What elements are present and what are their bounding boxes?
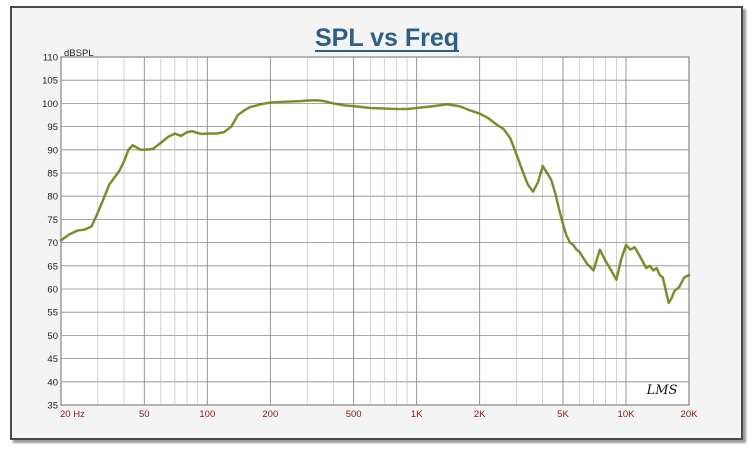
y-tick-label: 85 [47, 169, 58, 180]
y-tick-label: 55 [47, 308, 58, 319]
y-tick-label: 80 [47, 192, 58, 203]
x-tick-label: 50 [139, 409, 150, 420]
x-tick-label: 100 [199, 409, 215, 420]
x-tick-label: 20K [681, 409, 699, 420]
x-tick-label: 5K [557, 409, 569, 420]
y-tick-label: 70 [47, 238, 58, 249]
y-tick-label: 100 [42, 99, 58, 110]
y-tick-label: 35 [47, 401, 58, 412]
series-line [60, 99, 690, 304]
axis-ticks: 35 40 45 50 55 60 65 70 75 80 85 90 95 100 105 110 20 Hz… [42, 53, 698, 421]
y-tick-label: 75 [47, 215, 58, 226]
plot-area [60, 56, 690, 406]
chart-frame: SPL vs Freq dBSPL 35 40 45 50 55 60 65 70 75 80 85… [10, 6, 743, 440]
y-tick-label: 95 [47, 122, 58, 133]
chart-title: SPL vs Freq [315, 24, 459, 52]
y-tick-label: 105 [42, 76, 58, 87]
y-tick-label: 50 [47, 331, 58, 342]
y-tick-label: 90 [47, 145, 58, 156]
x-tick-label: 500 [346, 409, 362, 420]
y-tick-label: 60 [47, 285, 58, 296]
spl-chart: SPL vs Freq dBSPL 35 40 45 50 55 60 65 70 75 80 85… [42, 24, 698, 421]
series-layer [59, 98, 691, 305]
y-tick-label: 65 [47, 261, 58, 272]
x-tick-label: 20 Hz [60, 409, 85, 420]
y-tick-label: 110 [43, 53, 58, 64]
x-tick-label: 10K [618, 409, 636, 420]
x-tick-label: 1K [411, 409, 423, 420]
y-tick-label: 45 [47, 354, 58, 365]
grid [61, 57, 689, 405]
y-axis-label: dBSPL [64, 48, 94, 59]
lms-logo: LMS [646, 383, 678, 398]
y-tick-label: 40 [47, 377, 58, 388]
x-tick-label: 200 [262, 409, 278, 420]
x-tick-label: 2K [474, 409, 486, 420]
